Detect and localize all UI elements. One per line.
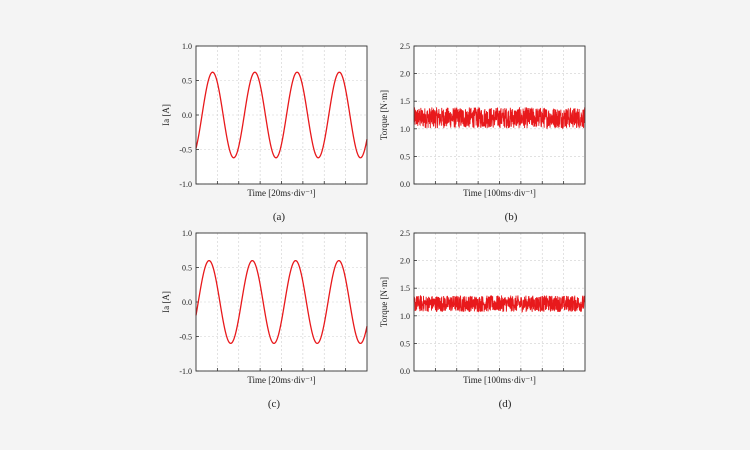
y-tick-label: 0.5 [182,264,192,273]
y-tick-label: 2.0 [400,70,410,79]
y-tick-label: -1.0 [179,367,192,376]
plot-frame [413,232,586,372]
y-axis-label: Torque [N·m] [379,90,389,140]
panel-b: 0.0 0.5 1.0 1.5 2.0 2.5 Time [100ms·div⁻¹] Torq… [379,42,586,198]
y-tick-label: 0.5 [400,152,410,161]
plot-frame [413,45,586,185]
series-line-torque [413,107,586,130]
caption-a: (a) [273,211,286,223]
x-axis-label: Time [100ms·div⁻¹] [463,188,536,198]
panel-d: 0.0 0.5 1.0 1.5 2.0 2.5 Time [100ms·div⁻¹] Torq… [379,229,586,385]
caption-d: (d) [499,398,512,410]
y-tick-label: 1.5 [400,97,410,106]
y-tick-label: 2.0 [400,257,410,266]
y-tick-label: 0.0 [182,111,192,120]
panel-a: -1.0 -0.5 0.0 0.5 1.0 Time [20ms·div⁻¹] Ia [A] [161,42,368,198]
series-line-ia [195,71,368,159]
y-tick-label: 1.5 [400,284,410,293]
y-tick-label: -0.5 [179,333,192,342]
y-axis-label: Ia [A] [161,291,171,313]
y-tick-label: -1.0 [179,180,192,189]
x-axis-label: Time [100ms·div⁻¹] [463,375,536,385]
y-tick-label: 2.5 [400,42,410,51]
y-axis-label: Torque [N·m] [379,277,389,327]
x-axis-label: Time [20ms·div⁻¹] [247,375,315,385]
plot-frame [195,232,368,372]
panel-c: -1.0 -0.5 0.0 0.5 1.0 Time [20ms·div⁻¹] Ia [A] [161,229,368,385]
x-axis-label: Time [20ms·div⁻¹] [247,188,315,198]
y-tick-label: 0.0 [400,180,410,189]
y-tick-label: 1.0 [182,42,192,51]
y-tick-label: 0.5 [400,339,410,348]
y-tick-label: 0.0 [182,298,192,307]
y-axis-label: Ia [A] [161,104,171,126]
y-tick-label: -0.5 [179,146,192,155]
plot-frame [195,45,368,185]
caption-b: (b) [505,211,518,223]
y-tick-label: 1.0 [400,125,410,134]
series-line-ia [195,259,368,345]
y-tick-label: 0.5 [182,77,192,86]
y-tick-label: 1.0 [182,229,192,238]
y-tick-label: 0.0 [400,367,410,376]
series-line-torque [413,294,586,313]
y-tick-label: 2.5 [400,229,410,238]
caption-c: (c) [268,398,281,410]
y-tick-label: 1.0 [400,312,410,321]
